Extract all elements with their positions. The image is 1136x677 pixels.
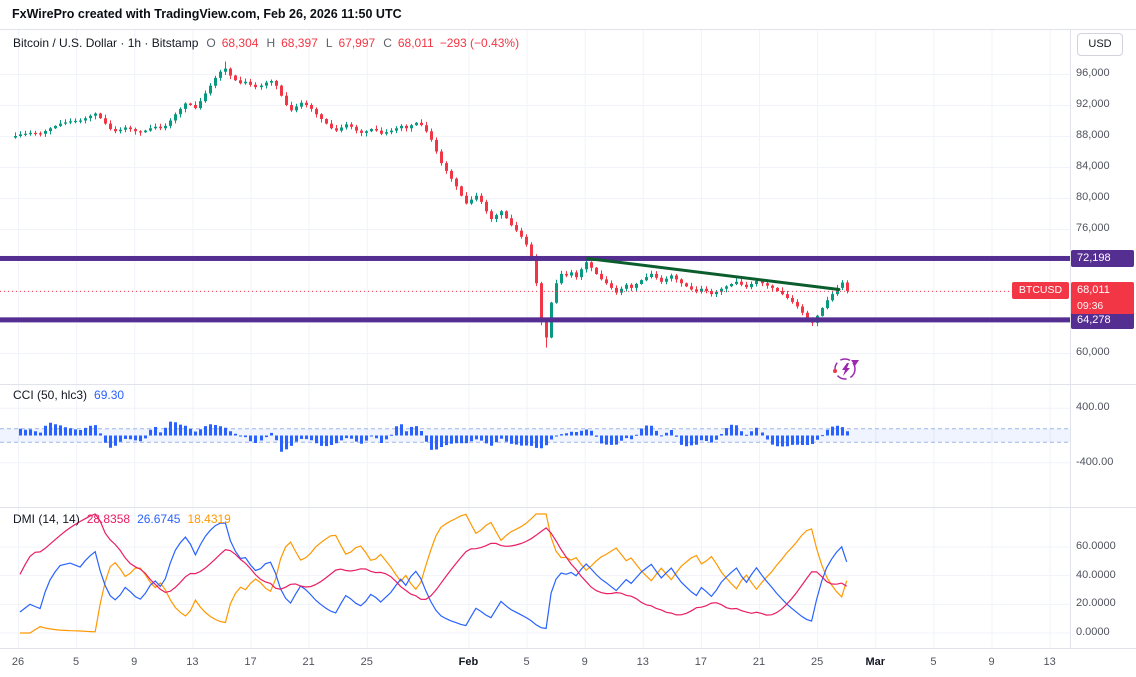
- pane-dividers: [0, 29, 1136, 649]
- time-axis-tick: 5: [930, 656, 937, 668]
- dmi-axis-tick: 60.0000: [1076, 540, 1116, 552]
- dmi-axis-tick: 0.0000: [1076, 626, 1110, 638]
- time-axis-tick: 26: [11, 656, 25, 668]
- dmi-adx-value: 28.8358: [86, 512, 131, 526]
- resistance-price-label: 72,198: [1071, 250, 1134, 268]
- cci-value: 69.30: [94, 388, 125, 402]
- time-axis-tick: 17: [694, 656, 708, 668]
- time-axis-tick: 13: [1043, 656, 1056, 668]
- ohlc-open-value: 68,304: [221, 36, 259, 50]
- time-axis-tick: 13: [186, 656, 199, 668]
- ohlc-open-label: O: [206, 36, 216, 50]
- support-price-label: 64,278: [1071, 311, 1134, 329]
- cci-histogram: [19, 421, 849, 452]
- support-band-line[interactable]: [0, 317, 1070, 323]
- ohlc-high-label: H: [266, 36, 276, 50]
- last-price-label: 68,011 09:36: [1071, 281, 1134, 314]
- cci-legend: CCI (50, hlc3) 69.30: [13, 388, 124, 402]
- attribution-text: FxWirePro created with TradingView.com, …: [12, 7, 402, 21]
- time-axis-tick: 9: [581, 656, 588, 668]
- dmi-axis-tick: 20.0000: [1076, 597, 1116, 610]
- ohlc-close-value: 68,011: [397, 36, 434, 50]
- ohlc-low-value: 67,997: [338, 36, 376, 50]
- symbol-title[interactable]: Bitcoin / U.S. Dollar · 1h · Bitstamp: [13, 36, 199, 50]
- time-axis-tick: 9: [988, 656, 995, 668]
- currency-toggle-button[interactable]: USD: [1077, 33, 1123, 56]
- time-axis-tick: 13: [636, 656, 649, 668]
- time-axis-tick: Feb: [458, 656, 479, 668]
- ohlc-close-label: C: [383, 36, 392, 50]
- dmi-lines: [19, 513, 848, 634]
- trendline-drawing[interactable]: [586, 256, 841, 291]
- ohlc-high-value: 68,397: [281, 36, 318, 50]
- time-axis-tick: 5: [523, 656, 530, 668]
- time-axis-tick: 25: [811, 656, 824, 668]
- price-axis-tick: 80,000: [1076, 191, 1110, 203]
- time-axis-tick: 21: [302, 656, 315, 668]
- price-axis-tick: 92,000: [1076, 98, 1110, 110]
- time-axis-tick: 25: [360, 656, 373, 668]
- dmi-title[interactable]: DMI (14, 14): [13, 512, 80, 526]
- time-axis-tick: 9: [131, 656, 138, 668]
- price-axis-tick: 76,000: [1076, 222, 1110, 234]
- resistance-band-line[interactable]: [0, 255, 1070, 261]
- price-axis-tick: 96,000: [1076, 67, 1110, 79]
- time-axis-tick: 17: [244, 656, 257, 668]
- dmi-minus-di-value: 18.4319: [187, 512, 231, 526]
- price-axis-tick: 60,000: [1076, 346, 1110, 358]
- cci-axis-tick: -400.00: [1076, 455, 1114, 468]
- ohlc-change-value: −293 (−0.43%): [439, 36, 520, 50]
- time-axis-tick: Mar: [865, 656, 886, 668]
- dmi-axis-tick: 40.0000: [1076, 568, 1116, 581]
- ohlc-low-label: L: [325, 36, 333, 50]
- time-axis-tick: 5: [73, 656, 80, 668]
- cci-title[interactable]: CCI (50, hlc3): [13, 388, 88, 402]
- last-price-symbol-tag: BTCUSD: [1012, 281, 1069, 299]
- dmi-legend: DMI (14, 14) 28.8358 26.6745 18.4319: [13, 512, 231, 526]
- price-axis-tick: 88,000: [1076, 129, 1110, 141]
- time-axis-tick: 21: [752, 656, 766, 668]
- bar-countdown: 09:36: [1077, 299, 1104, 312]
- cci-axis-tick: 400.00: [1076, 401, 1110, 414]
- last-price-value: 68,011: [1077, 283, 1110, 296]
- candlestick-series: [14, 61, 849, 348]
- dmi-plus-di-value: 26.6745: [137, 512, 181, 526]
- grid-lines: [0, 30, 1070, 648]
- replay-marker-icon[interactable]: [833, 358, 859, 380]
- price-axis-tick: 84,000: [1076, 160, 1110, 172]
